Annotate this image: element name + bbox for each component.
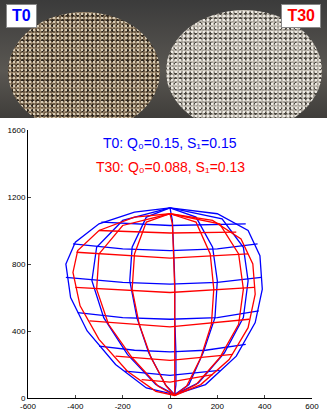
svg-text:800: 800 bbox=[12, 260, 26, 269]
svg-text:1600: 1600 bbox=[8, 126, 26, 135]
svg-text:0: 0 bbox=[21, 394, 26, 403]
svg-text:200: 200 bbox=[211, 402, 225, 411]
svg-text:-200: -200 bbox=[115, 402, 132, 411]
html-text:T30: T30 bbox=[287, 7, 315, 24]
svg-text:-400: -400 bbox=[67, 402, 84, 411]
svg-text:0: 0 bbox=[168, 402, 173, 411]
svg-text:T30: Q₀=0.088, S₁=0.13: T30: Q₀=0.088, S₁=0.13 bbox=[96, 159, 245, 175]
svg-text:1200: 1200 bbox=[8, 193, 26, 202]
svg-text:400: 400 bbox=[12, 327, 26, 336]
svg-text:-600: -600 bbox=[20, 402, 37, 411]
svg-text:600: 600 bbox=[305, 402, 319, 411]
svg-text:T0: Q₀=0.15, S₁=0.15: T0: Q₀=0.15, S₁=0.15 bbox=[103, 135, 237, 151]
svg-text:400: 400 bbox=[258, 402, 272, 411]
html-text:T0: T0 bbox=[12, 7, 31, 24]
